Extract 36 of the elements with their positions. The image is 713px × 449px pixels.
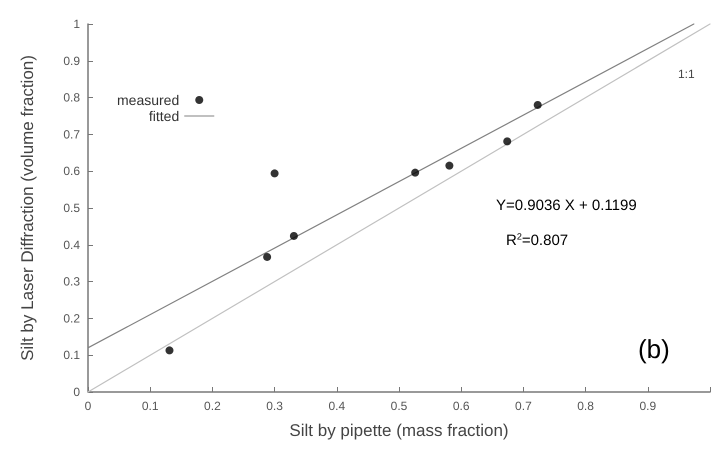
legend-label: fitted <box>148 108 180 124</box>
y-tick-label: 0.3 <box>63 274 80 289</box>
point <box>445 162 454 170</box>
x-axis-title: Silt by pipette (mass fraction) <box>289 421 509 440</box>
y-tick-label: 0.1 <box>63 348 80 362</box>
x-tick-label: 0.7 <box>515 399 532 413</box>
y-axis-title: Silt by Laser Diffraction (volume fraction) <box>18 55 37 361</box>
y-tick-label: 0.9 <box>63 54 80 68</box>
x-tick-label: 0.6 <box>452 399 470 413</box>
series-label: 1:1 <box>678 67 696 81</box>
x-tick-label: 0.5 <box>390 399 408 413</box>
x-tick-label: 0.4 <box>328 399 346 413</box>
y-tick-label: 0.8 <box>63 90 80 105</box>
y-tick-label: 0.7 <box>63 127 80 142</box>
x-tick-label: 0.8 <box>577 399 594 413</box>
x-tick-label: 0.9 <box>639 399 656 413</box>
point <box>411 168 420 177</box>
y-tick-label: 0.5 <box>63 201 80 215</box>
y-tick-label: 0.2 <box>63 311 80 326</box>
x-tick-label: 0 <box>84 399 92 413</box>
y-tick-label: 1 <box>73 17 80 31</box>
x-tick-label: 0.3 <box>266 399 284 413</box>
x-tick-label: 0.2 <box>204 399 222 413</box>
point <box>534 100 542 109</box>
point <box>503 137 512 146</box>
x-tick-label: 0.1 <box>142 399 159 413</box>
annotation: Y=0.9036 X + 0.1199 <box>496 197 637 214</box>
point <box>270 169 279 178</box>
legend-label: measured <box>116 92 180 108</box>
y-tick-label: 0 <box>73 385 80 399</box>
point <box>165 346 174 354</box>
point <box>290 232 298 240</box>
y-tick-label: 0.6 <box>63 164 80 178</box>
point <box>263 252 272 261</box>
y-tick-label: 0.4 <box>63 238 80 252</box>
annotation: (b) <box>638 334 670 364</box>
